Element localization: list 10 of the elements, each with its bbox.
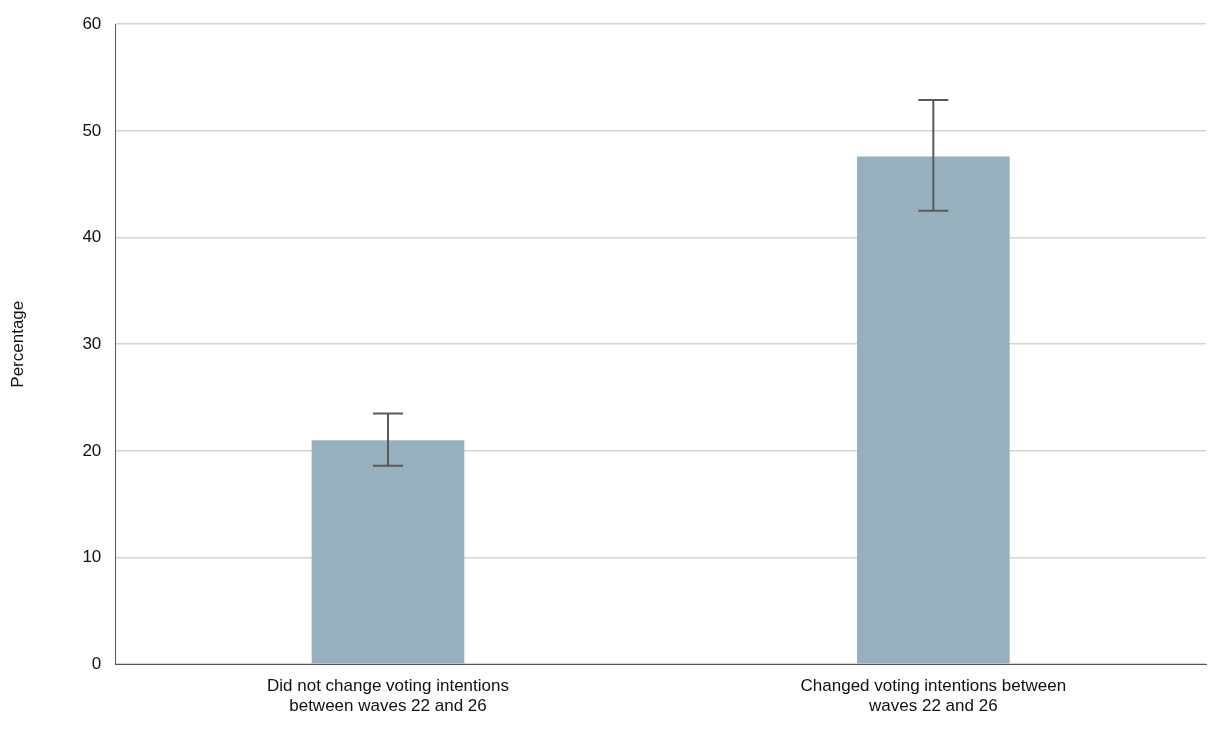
x-tick-label: Changed voting intentions between waves 22 and 26	[800, 676, 1067, 716]
y-tick-label: 50	[82, 120, 102, 140]
y-tick-label: 0	[91, 653, 102, 673]
y-tick-label: 30	[82, 333, 102, 353]
y-tick-label: 60	[82, 13, 102, 33]
y-axis-title: Percentage	[7, 300, 27, 388]
y-tick-label: 40	[82, 227, 102, 247]
x-tick-label: Did not change voting intentions between waves 22 and 26	[267, 676, 509, 716]
y-tick-label: 10	[82, 547, 102, 567]
y-tick-label: 20	[82, 440, 102, 460]
